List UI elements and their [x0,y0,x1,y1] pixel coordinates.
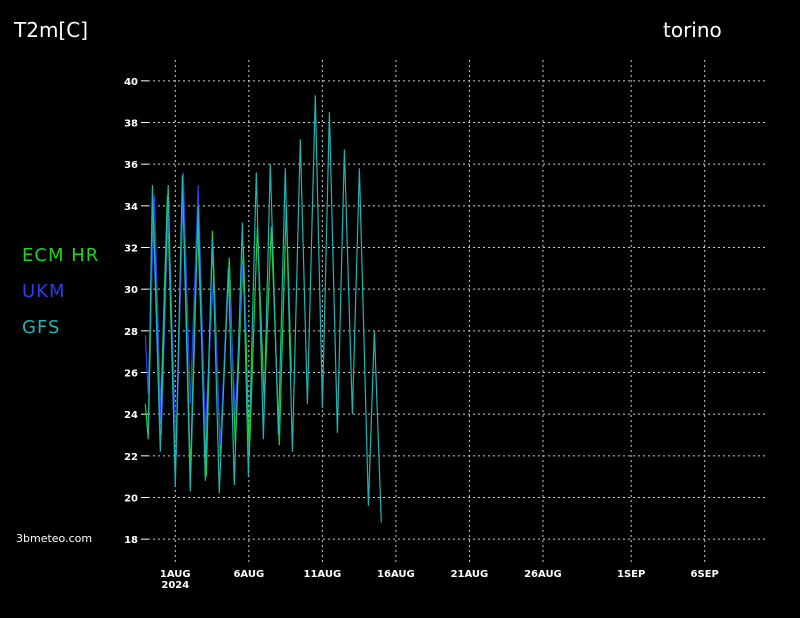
y-tick-label: 34 [124,202,138,213]
y-tick-label: 28 [124,327,138,338]
chart-subtitle: torino [663,18,722,42]
y-tick-label: 38 [124,119,138,130]
x-tick-label: 1AUG [160,569,191,580]
y-tick-label: 22 [124,452,138,463]
series-line [147,95,382,523]
x-tick-label: 16AUG [377,569,415,580]
x-tick-label: 11AUG [304,569,342,580]
legend-entry: GFS [22,317,60,338]
source: 3bmeteo.com [16,532,92,545]
legend-entry: ECM HR [22,245,99,266]
x-tick-label: 6SEP [691,569,719,580]
x-tick-label: 26AUG [524,569,562,580]
chart-title: T2m[C] [13,18,88,42]
y-tick-label: 40 [124,77,138,88]
x-tick-label: 6AUG [233,569,264,580]
y-tick-label: 26 [124,369,138,380]
y-tick-label: 20 [124,494,138,505]
y-tick-label: 36 [124,160,138,171]
y-tick-label: 24 [124,410,138,421]
x-tick-label: 1SEP [617,569,645,580]
y-tick-label: 30 [124,285,138,296]
x-sublabel: 2024 [161,580,189,591]
legend-entry: UKM [22,281,66,302]
x-tick-label: 21AUG [451,569,489,580]
series-line [144,172,247,456]
y-tick-label: 32 [124,244,138,255]
y-tick-label: 18 [124,535,138,546]
